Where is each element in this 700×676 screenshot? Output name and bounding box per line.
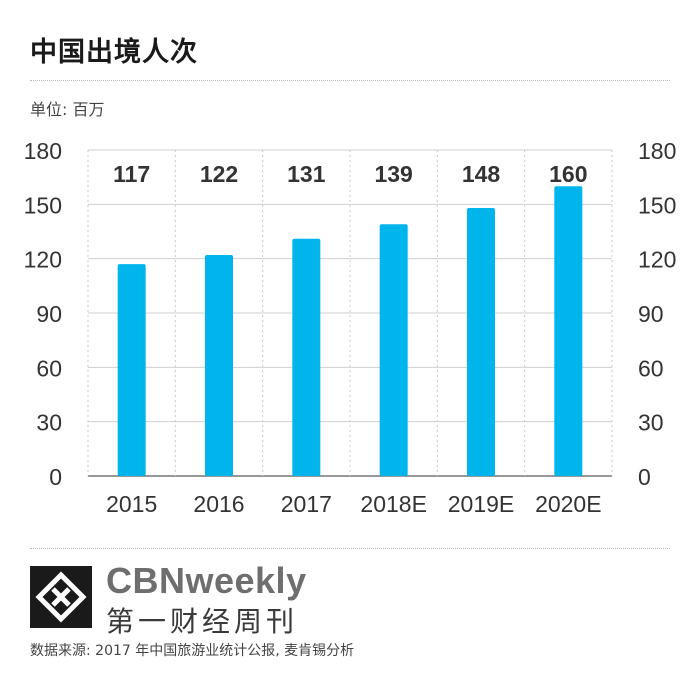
top-divider [30,80,670,81]
y-tick-label-left: 90 [36,301,62,327]
chart-title: 中国出境人次 [30,37,198,68]
y-tick-label-right: 0 [638,464,651,490]
y-tick-label-right: 90 [638,301,664,327]
brand-name-cn: 第一财经周刊 [106,605,299,638]
y-tick-label-left: 150 [24,192,62,218]
source-note: 数据来源: 2017 年中国旅游业统计公报, 麦肯锡分析 [30,643,355,659]
y-tick-label-right: 150 [638,192,676,218]
y-tick-label-left: 180 [24,138,62,164]
x-tick-label: 2020E [535,491,602,517]
y-tick-label-left: 0 [49,464,62,490]
x-tick-label: 2016 [193,491,244,517]
brand-name: CBNweekly [106,560,307,601]
bar-chart: 0 0 30 30 60 60 90 90 120 120 150 150 180 180 117 2015 1… [24,138,677,517]
bar [292,238,321,476]
bar-value-label: 117 [113,161,150,187]
x-tick-label: 2017 [281,491,332,517]
bar-value-label: 131 [287,161,326,187]
y-tick-label-left: 120 [24,247,62,273]
x-tick-label: 2018E [360,491,427,517]
bar [205,255,233,476]
unit-label: 单位: 百万 [30,100,105,119]
bar-value-label: 148 [462,161,501,187]
bottom-divider [30,548,670,549]
x-tick-label: 2019E [448,491,515,517]
bar-value-label: 139 [374,161,412,187]
y-tick-label-right: 120 [638,247,676,273]
bar-value-label: 160 [549,161,587,187]
x-tick-label: 2015 [106,491,157,517]
y-tick-label-right: 180 [638,138,676,164]
y-tick-label-right: 30 [638,410,664,436]
bar [379,224,408,476]
y-tick-label-right: 60 [638,355,664,381]
cbn-logo-icon [30,566,92,628]
bar [554,186,583,476]
y-tick-label-left: 60 [36,355,62,381]
y-tick-label-left: 30 [36,410,62,436]
bar [117,264,146,476]
bar [467,207,495,476]
bar-value-label: 122 [200,161,238,187]
